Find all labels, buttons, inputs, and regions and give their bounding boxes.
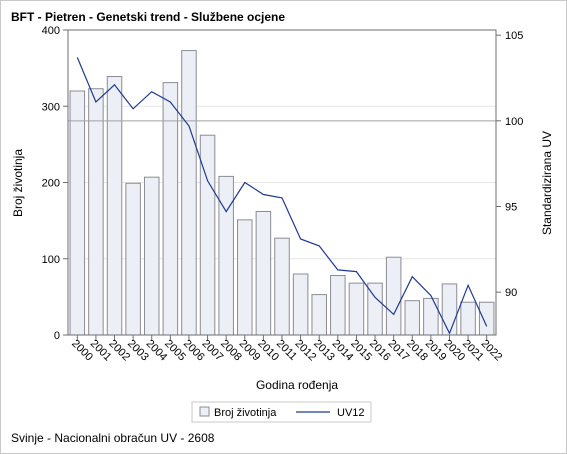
chart-title: BFT - Pietren - Genetski trend - Služben…: [11, 10, 285, 24]
bar-series-broj-zivotinja: [69, 50, 495, 336]
bar-2004: [143, 176, 160, 336]
bar-2009: [237, 219, 253, 336]
y-axis-label: Broj životinja: [11, 149, 25, 217]
bar-2014: [330, 275, 346, 336]
y2-tick-label-95: 95: [505, 201, 517, 213]
bar-2018: [404, 300, 421, 336]
y-tick-label-400: 400: [42, 25, 60, 37]
bar-2006: [181, 50, 197, 336]
legend-label-broj-zivotinja: Broj životinja: [214, 407, 277, 419]
line-series-uv12: [76, 57, 488, 335]
bar-2017: [385, 256, 402, 336]
bar-2008: [218, 175, 234, 336]
uv12-line: [76, 57, 488, 335]
bar-2013: [311, 294, 327, 336]
legend-swatch-bar: [199, 406, 210, 417]
bar-2011: [274, 237, 290, 336]
y-tick-label-0: 0: [54, 330, 60, 342]
y2-axis-label: Standardizirana UV: [540, 131, 554, 235]
bar-2022: [478, 301, 495, 336]
legend-label-uv12: UV12: [337, 407, 365, 419]
bar-2000: [69, 90, 86, 336]
y-tick-label-300: 300: [42, 101, 60, 113]
footnote: Svinje - Nacionalni obračun UV - 2608: [11, 431, 215, 445]
bar-2010: [255, 210, 272, 336]
bar-2020: [441, 283, 458, 336]
legend: Broj životinja UV12: [191, 401, 372, 423]
bar-2019: [423, 297, 439, 336]
bar-2002: [106, 76, 123, 336]
y2-tick-label-100: 100: [505, 116, 523, 128]
y-tick-label-100: 100: [42, 254, 60, 266]
legend-box: [191, 401, 372, 423]
y2-tick-label-90: 90: [505, 287, 517, 299]
y2-tick-label-105: 105: [505, 30, 523, 42]
bar-2015: [348, 282, 365, 336]
bar-2003: [125, 182, 141, 336]
bar-2021: [460, 301, 476, 336]
bar-2001: [88, 88, 104, 336]
y-tick-label-200: 200: [42, 178, 60, 190]
axes: [63, 29, 501, 340]
bar-2012: [292, 273, 309, 336]
x-axis-label: Godina rođenja: [256, 378, 338, 392]
